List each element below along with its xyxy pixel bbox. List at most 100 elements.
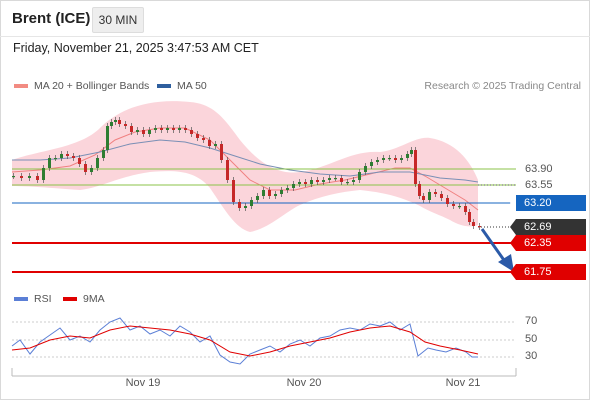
rsi-line [11, 317, 478, 365]
candle-body [268, 190, 271, 196]
candle-body [322, 180, 325, 182]
candle-body [280, 190, 283, 194]
support-1-text: 62.35 [524, 237, 552, 249]
candle-body [400, 158, 403, 160]
candle-body [220, 144, 223, 160]
candle-body [468, 212, 471, 222]
candle-body [118, 120, 121, 124]
candle-body [172, 128, 175, 130]
instrument-title: Brent (ICE) [12, 10, 91, 27]
candle-body [304, 182, 307, 184]
candle-body [458, 206, 461, 208]
candle-body [422, 196, 425, 200]
candle-body [12, 176, 15, 178]
candle-body [232, 180, 235, 202]
candle-body [370, 162, 373, 166]
rsi-axis-50: 50 [525, 333, 538, 345]
candle-body [102, 150, 105, 158]
candle-body [20, 176, 23, 178]
candle-body [160, 128, 163, 130]
candle-body [310, 180, 313, 184]
candle-body [238, 202, 241, 208]
candle-body [274, 194, 277, 196]
rsi-9ma-line [11, 325, 479, 357]
timeframe-button[interactable]: 30 MIN [92, 7, 144, 33]
legend-rsi: RSI [14, 293, 52, 305]
candle-body [256, 196, 259, 200]
ma50-swatch [157, 84, 171, 88]
candle-body [114, 120, 117, 122]
last-price-label: 62.69 [510, 219, 586, 235]
x-label-nov21: Nov 21 [445, 377, 481, 389]
legend-ma50-label: MA 50 [177, 80, 207, 92]
candle-body [106, 126, 109, 150]
candle-body [184, 128, 187, 130]
candle-body [478, 226, 481, 228]
support-1-label: 62.35 [510, 235, 586, 251]
timestamp: Friday, November 21, 2025 3:47:53 AM CET [13, 41, 259, 55]
legend-rsi-label: RSI [34, 293, 52, 305]
candle-body [166, 128, 169, 130]
x-label-nov19: Nov 19 [125, 377, 161, 389]
legend-ma50: MA 50 [157, 80, 207, 92]
candle-body [214, 144, 217, 146]
resistance-1-label: 63.55 [525, 179, 553, 191]
candle-body [262, 190, 265, 196]
x-label-nov20: Nov 20 [286, 377, 322, 389]
candle-body [84, 164, 87, 172]
candle-body [90, 168, 93, 172]
candle-body [414, 150, 417, 184]
candle-body [196, 134, 199, 138]
candle-body [130, 126, 133, 132]
candle-body [464, 206, 467, 212]
candle-body [286, 188, 289, 190]
resistance-2-label: 63.90 [525, 163, 553, 175]
bollinger-band [12, 101, 478, 232]
candle-body [148, 130, 151, 134]
rsi-axis-30: 30 [525, 350, 538, 362]
candle-body [292, 184, 295, 188]
candle-body [388, 158, 391, 160]
candle-body [340, 178, 343, 182]
candle-body [250, 200, 253, 206]
pivot-label: 63.20 [510, 195, 586, 211]
legend-ma20: MA 20 + Bollinger Bands [14, 80, 149, 92]
candle-body [452, 204, 455, 206]
last-price-text: 62.69 [524, 221, 552, 233]
candle-body [54, 158, 57, 160]
candle-body [434, 192, 437, 194]
candle-body [352, 180, 355, 182]
candle-body [190, 130, 193, 134]
rsi-swatch [14, 297, 28, 301]
candle-body [298, 182, 301, 184]
candle-body [418, 184, 421, 196]
support-2-label: 61.75 [510, 264, 586, 280]
candle-body [328, 178, 331, 180]
legend-9ma: 9MA [63, 293, 105, 305]
candles [12, 117, 481, 230]
support-2-text: 61.75 [524, 266, 552, 278]
candle-body [226, 160, 229, 180]
ma20-swatch [14, 84, 28, 88]
candle-body [382, 158, 385, 160]
candle-body [78, 158, 81, 164]
candle-body [428, 192, 431, 200]
credit-text: Research © 2025 Trading Central [424, 80, 581, 92]
candle-body [406, 154, 409, 158]
candle-body [334, 178, 337, 180]
candle-body [178, 128, 181, 130]
candle-body [28, 176, 31, 178]
header-divider [0, 36, 590, 37]
pivot-label-text: 63.20 [524, 197, 552, 209]
candle-body [96, 158, 99, 168]
candle-body [60, 154, 63, 158]
candle-body [394, 158, 397, 160]
9ma-swatch [63, 297, 77, 301]
candle-body [446, 198, 449, 204]
rsi-axis-70: 70 [525, 315, 538, 327]
candle-body [36, 176, 39, 180]
candle-body [358, 172, 361, 180]
forecast-arrow [480, 228, 508, 264]
candle-body [42, 168, 45, 180]
candle-body [440, 194, 443, 198]
